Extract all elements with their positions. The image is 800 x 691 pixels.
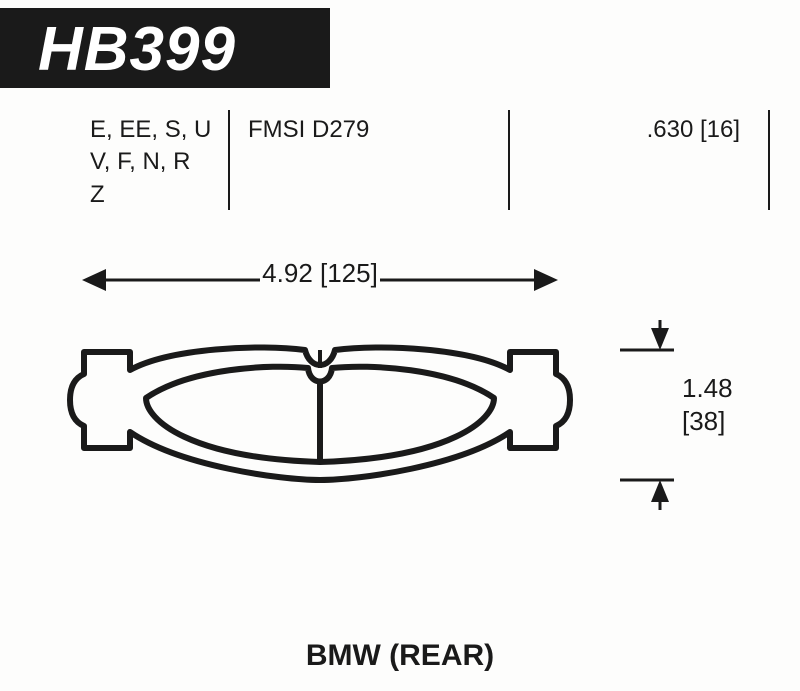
spec-thickness: .630 [16] (510, 104, 770, 224)
height-dimension: 1.48 [38] (620, 320, 780, 500)
thickness-value: .630 [16] (528, 114, 740, 146)
header-bar: HB399 (0, 8, 330, 88)
compounds-line: Z (90, 179, 212, 211)
compounds-line: E, EE, S, U (90, 114, 212, 146)
footer-label: BMW (REAR) (0, 639, 800, 673)
spec-compounds: E, EE, S, U V, F, N, R Z (30, 104, 230, 224)
width-dimension: 4.92 [125] (80, 260, 560, 300)
diagram-area: 4.92 [125] 1.48 [38] (0, 230, 800, 630)
height-mm: [38] (682, 405, 733, 438)
spec-fmsi: FMSI D279 (230, 104, 510, 224)
part-number: HB399 (38, 14, 236, 85)
width-label: 4.92 [125] (80, 258, 560, 289)
height-label: 1.48 [38] (682, 372, 733, 437)
brake-pad-outline (60, 340, 580, 510)
spec-divider (768, 110, 770, 210)
fmsi-value: FMSI D279 (248, 114, 492, 146)
height-in: 1.48 (682, 372, 733, 405)
compounds-line: V, F, N, R (90, 146, 212, 178)
spec-table: E, EE, S, U V, F, N, R Z FMSI D279 .630 … (30, 104, 770, 224)
